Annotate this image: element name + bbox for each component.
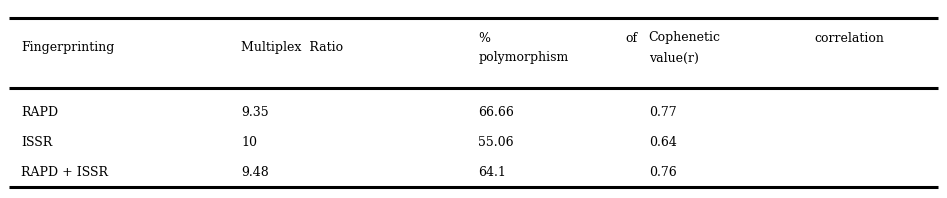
Text: correlation: correlation <box>814 31 884 45</box>
Text: 64.1: 64.1 <box>478 166 506 179</box>
Text: RAPD: RAPD <box>21 107 58 120</box>
Text: 55.06: 55.06 <box>478 136 514 149</box>
Text: 0.64: 0.64 <box>649 136 676 149</box>
Text: 10: 10 <box>241 136 258 149</box>
Text: 9.48: 9.48 <box>241 166 269 179</box>
Text: %: % <box>478 31 491 45</box>
Text: Multiplex  Ratio: Multiplex Ratio <box>241 42 344 54</box>
Text: RAPD + ISSR: RAPD + ISSR <box>21 166 108 179</box>
Text: of: of <box>625 31 637 45</box>
Text: polymorphism: polymorphism <box>478 51 568 65</box>
Text: ISSR: ISSR <box>21 136 52 149</box>
Text: value(r): value(r) <box>649 51 699 65</box>
Text: 9.35: 9.35 <box>241 107 269 120</box>
Text: 66.66: 66.66 <box>478 107 514 120</box>
Text: 0.76: 0.76 <box>649 166 676 179</box>
Text: Cophenetic: Cophenetic <box>649 31 721 45</box>
Text: 0.77: 0.77 <box>649 107 676 120</box>
Text: Fingerprinting: Fingerprinting <box>21 42 115 54</box>
